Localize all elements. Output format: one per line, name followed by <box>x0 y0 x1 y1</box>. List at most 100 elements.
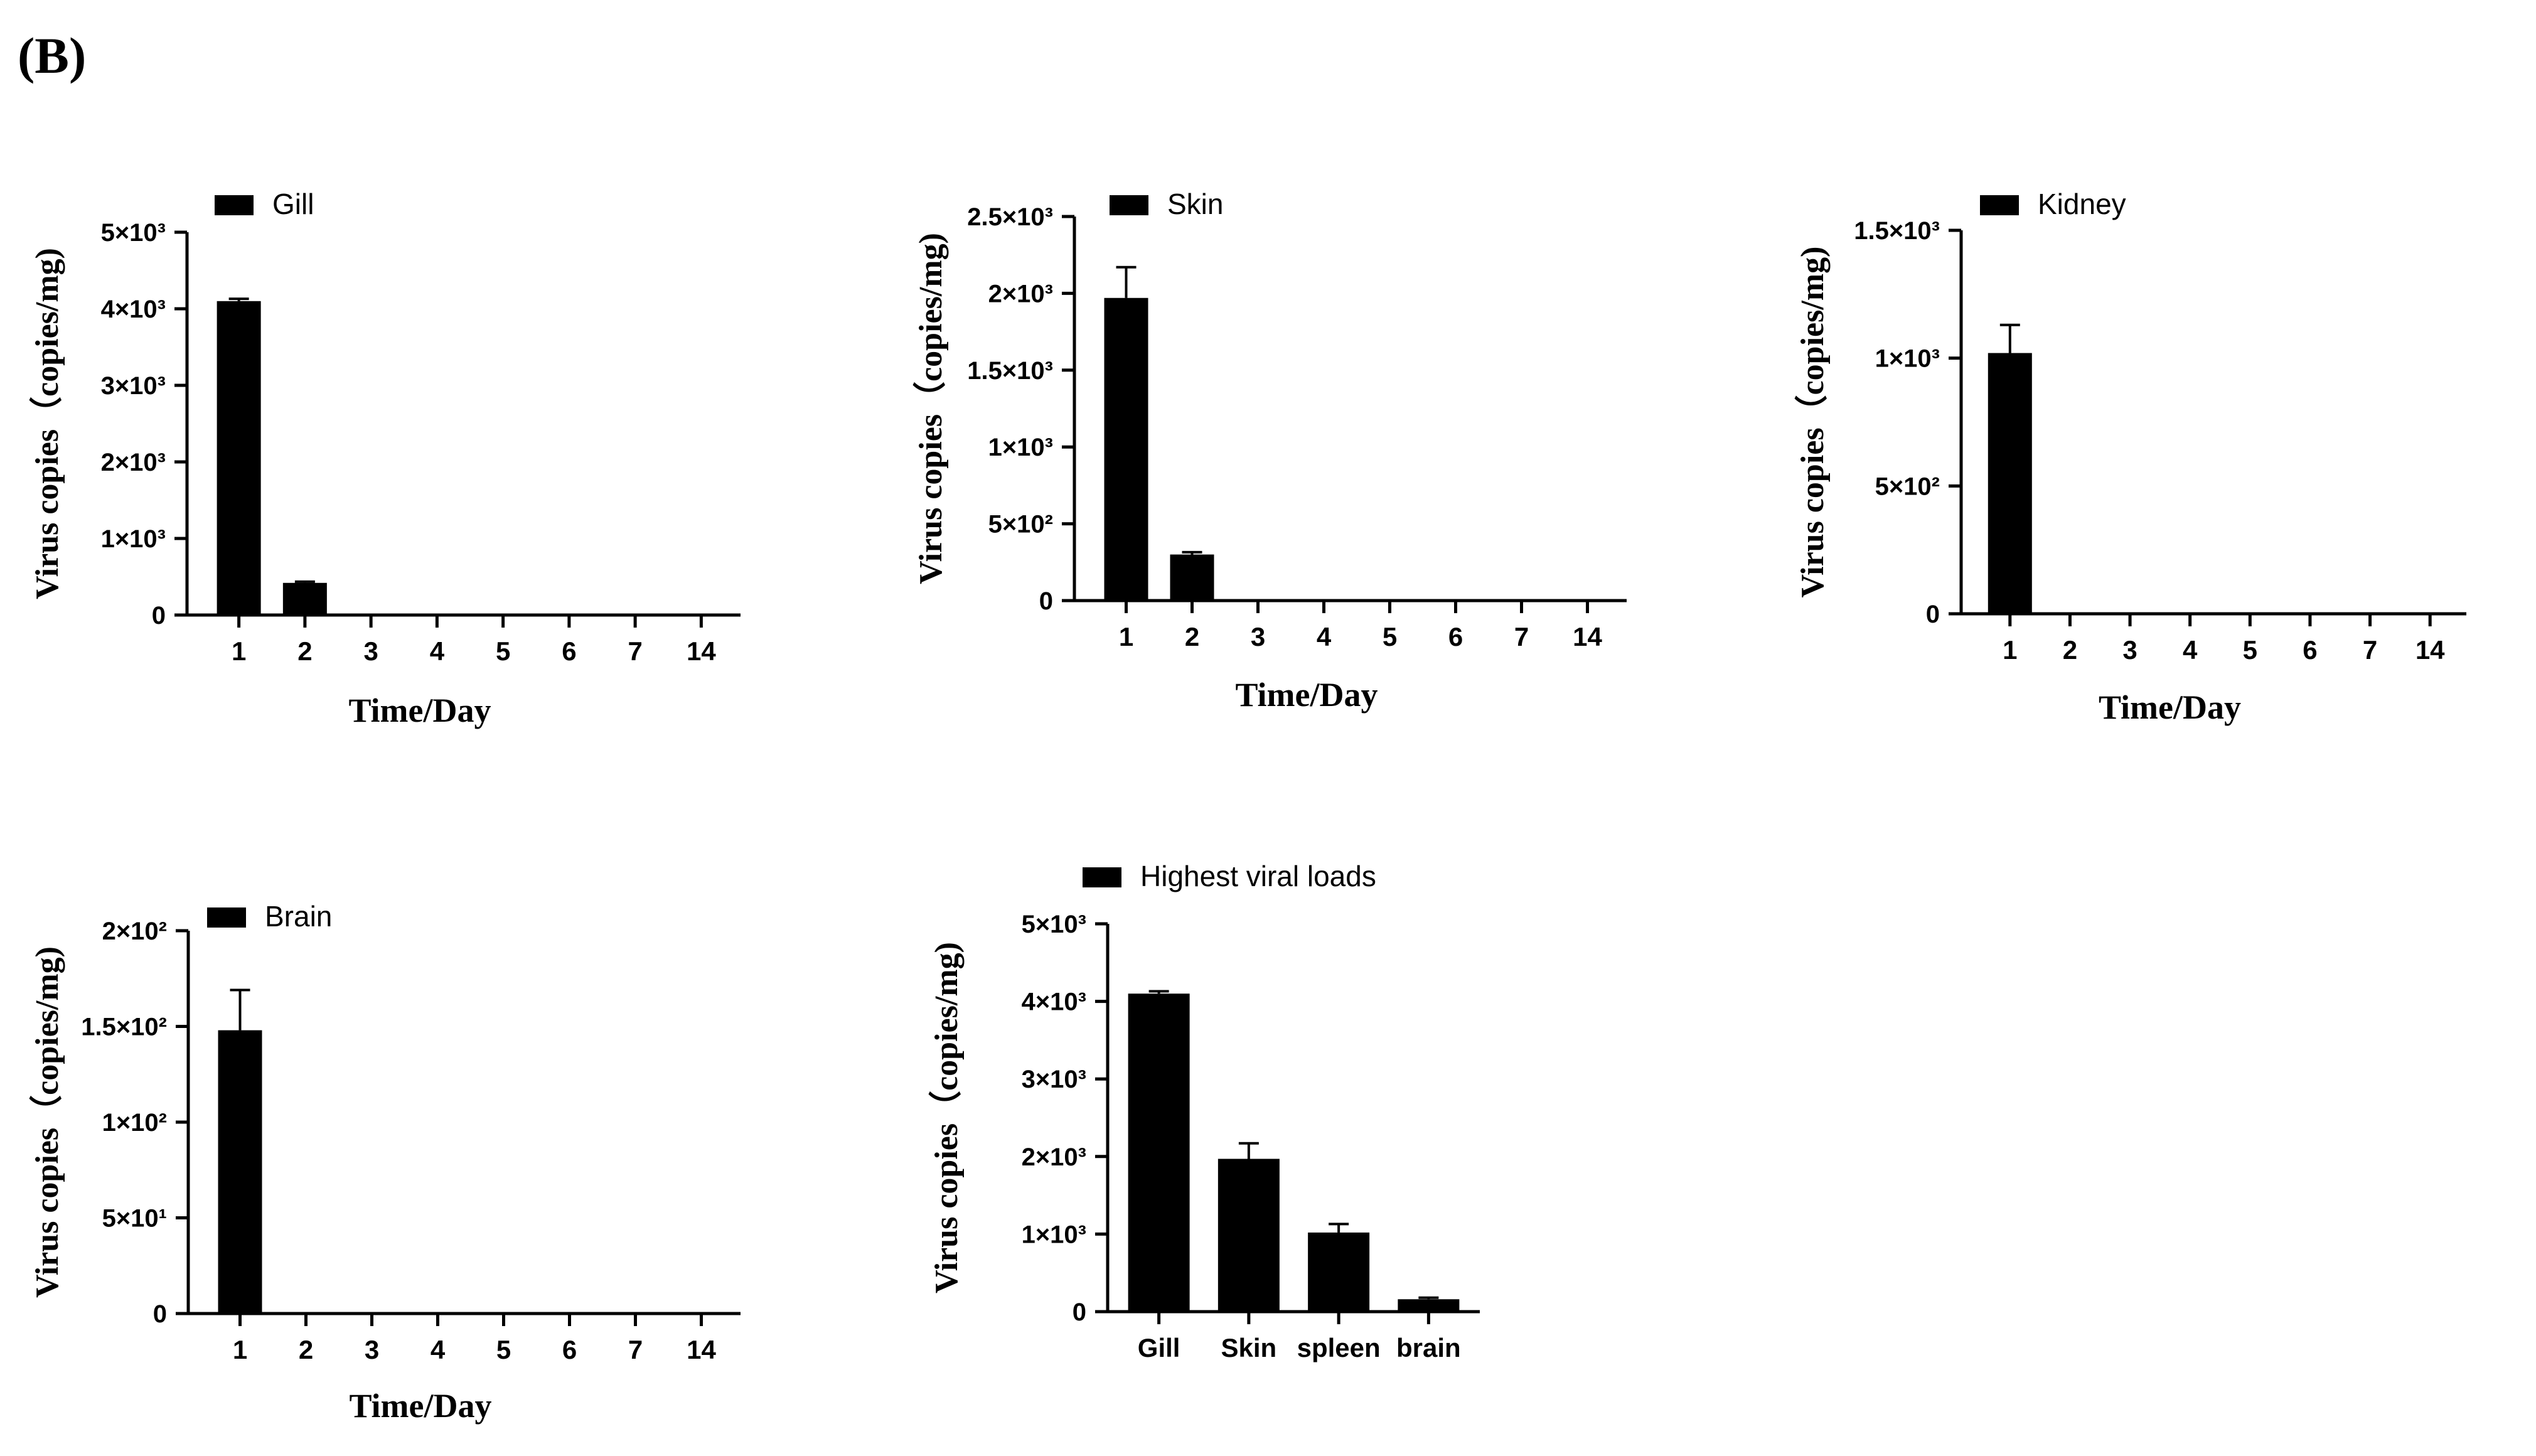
x-tick-label: 14 <box>2416 635 2445 665</box>
legend-swatch <box>207 907 246 928</box>
chart-3: 0 5×10² 1×10³ 1.5×10³ 1 2 3 4 5 6 7 14 Kidney Virus c… <box>1794 188 2466 726</box>
bar <box>282 582 327 615</box>
y-tick-label: 0 <box>1039 587 1053 615</box>
x-tick-label: 7 <box>1514 622 1529 651</box>
x-axis-title: Time/Day <box>350 1387 492 1425</box>
x-axis-title: Time/Day <box>1236 676 1378 714</box>
x-tick-label: 6 <box>562 1335 577 1364</box>
y-tick-label: 3×10³ <box>101 372 166 400</box>
y-tick-label: 1×10³ <box>988 434 1053 461</box>
legend-swatch <box>1110 195 1148 215</box>
x-tick-label: Gill <box>1138 1333 1180 1362</box>
x-tick-label: 5 <box>496 1335 511 1364</box>
chart-2: 0 5×10² 1×10³ 1.5×10³ 2×10³ 2.5×10³ 1 2 3 4 5 6 7 14 S… <box>912 188 1627 714</box>
x-tick-label: 7 <box>2363 635 2377 665</box>
x-tick-label: 4 <box>430 636 445 666</box>
y-tick-label: 1.5×10³ <box>967 357 1053 385</box>
x-tick-label: 7 <box>628 636 642 666</box>
y-tick-label: 4×10³ <box>1022 988 1086 1016</box>
x-tick-label: 1 <box>1119 622 1133 651</box>
x-tick-label: spleen <box>1297 1333 1381 1362</box>
y-axis-title: Virus copies（copies/mg) <box>912 233 949 584</box>
y-tick-label: 2×10³ <box>101 449 166 476</box>
x-tick-label: 1 <box>2003 635 2017 665</box>
bar <box>1398 1299 1460 1312</box>
y-tick-label: 1×10³ <box>101 525 166 553</box>
chart-1: 0 1×10³ 2×10³ 3×10³ 4×10³ 5×10³ 1 2 3 4 5 6 7 14 Gill V… <box>29 188 741 729</box>
y-axis-title: Virus copies（copies/mg) <box>928 942 965 1293</box>
y-tick-label: 5×10³ <box>1022 911 1086 938</box>
x-tick-label: 4 <box>1317 622 1332 651</box>
y-tick-label: 2.5×10³ <box>967 203 1053 231</box>
x-tick-label: 3 <box>363 636 378 666</box>
panel-label: (B) <box>18 27 87 84</box>
x-tick-label: 14 <box>1573 622 1602 651</box>
bar <box>1170 554 1214 601</box>
x-tick-label: 6 <box>1448 622 1463 651</box>
bar <box>1988 353 2032 614</box>
y-tick-label: 2×10³ <box>988 280 1053 308</box>
x-tick-label: 3 <box>2122 635 2137 665</box>
x-tick-label: 5 <box>2243 635 2257 665</box>
bar <box>218 1030 262 1314</box>
x-tick-label: 2 <box>297 636 312 666</box>
y-tick-label: 5×10³ <box>101 219 166 247</box>
y-tick-label: 1×10² <box>102 1109 167 1137</box>
y-tick-label: 2×10³ <box>1022 1143 1086 1171</box>
chart-5: 0 1×10³ 2×10³ 3×10³ 4×10³ 5×10³ Gill Skin spleen… <box>928 860 1480 1362</box>
chart-4: 0 5×10¹ 1×10² 1.5×10² 2×10² 1 2 3 4 5 6 7 14 Brain Vir… <box>29 900 741 1425</box>
y-tick-label: 5×10¹ <box>102 1205 167 1233</box>
legend-label: Brain <box>265 900 332 933</box>
y-tick-label: 1×10³ <box>1022 1221 1086 1248</box>
y-tick-label: 0 <box>1926 601 1940 628</box>
y-axis-title: Virus copies（copies/mg) <box>29 248 65 599</box>
y-tick-label: 3×10³ <box>1022 1066 1086 1093</box>
y-tick-label: 0 <box>153 1300 167 1328</box>
x-tick-label: 2 <box>1185 622 1199 651</box>
bar <box>1308 1232 1370 1312</box>
x-tick-label: 1 <box>233 1335 247 1364</box>
x-tick-label: 3 <box>365 1335 379 1364</box>
bar <box>1217 1159 1280 1312</box>
x-tick-label: 5 <box>496 636 510 666</box>
x-tick-label: 14 <box>687 636 716 666</box>
x-tick-label: Skin <box>1221 1333 1277 1362</box>
x-tick-label: 7 <box>628 1335 643 1364</box>
y-axis-title: Virus copies（copies/mg) <box>1794 247 1831 598</box>
y-tick-label: 0 <box>152 602 166 629</box>
x-tick-label: 4 <box>431 1335 446 1364</box>
legend-swatch <box>1980 195 2019 215</box>
x-tick-label: 14 <box>687 1335 716 1364</box>
x-axis-title: Time/Day <box>2099 688 2241 726</box>
x-tick-label: 2 <box>2063 635 2077 665</box>
legend-label: Gill <box>272 188 314 220</box>
x-tick-label: 3 <box>1251 622 1265 651</box>
y-axis-title: Virus copies（copies/mg) <box>29 946 65 1298</box>
x-tick-label: 5 <box>1383 622 1397 651</box>
bar <box>1104 297 1148 601</box>
y-tick-label: 1.5×10³ <box>1854 217 1940 245</box>
x-axis-title: Time/Day <box>349 692 491 729</box>
legend-swatch <box>215 195 254 215</box>
legend-label: Skin <box>1167 188 1223 220</box>
x-tick-label: brain <box>1396 1333 1461 1362</box>
y-tick-label: 2×10² <box>102 918 167 945</box>
x-tick-label: 2 <box>299 1335 313 1364</box>
x-tick-label: 6 <box>2303 635 2317 665</box>
legend-label: Highest viral loads <box>1140 860 1376 892</box>
y-tick-label: 4×10³ <box>101 296 166 323</box>
y-tick-label: 5×10² <box>1875 473 1940 500</box>
y-tick-label: 1.5×10² <box>81 1014 167 1041</box>
y-tick-label: 1×10³ <box>1875 345 1940 373</box>
bar <box>1128 993 1190 1312</box>
x-tick-label: 6 <box>562 636 576 666</box>
x-tick-label: 4 <box>2183 635 2198 665</box>
x-tick-label: 1 <box>232 636 246 666</box>
y-tick-label: 0 <box>1073 1298 1086 1326</box>
legend-swatch <box>1083 867 1121 887</box>
legend-label: Kidney <box>2038 188 2126 220</box>
y-tick-label: 5×10² <box>988 511 1053 538</box>
bar <box>217 301 261 615</box>
